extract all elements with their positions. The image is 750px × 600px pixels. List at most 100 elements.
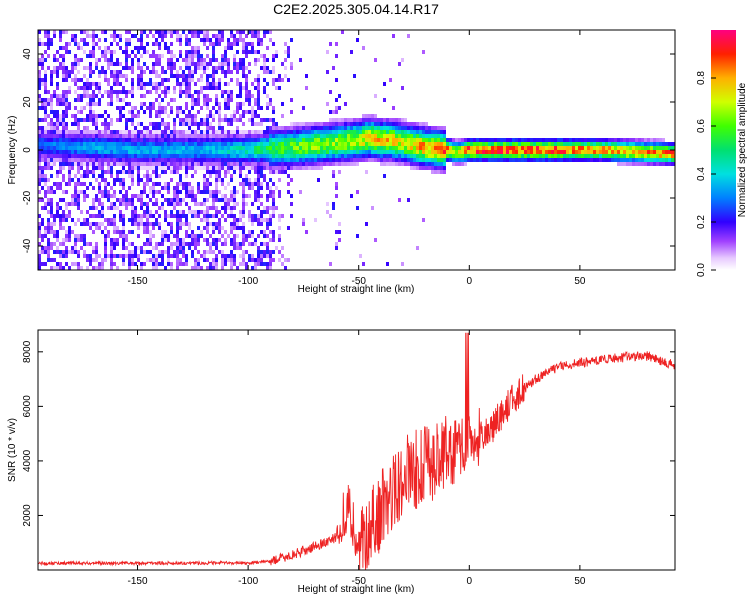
heatmap-cell [215, 134, 218, 138]
heatmap-cell [347, 154, 350, 158]
heatmap-cell [161, 30, 164, 34]
heatmap-cell [137, 142, 140, 146]
heatmap-cell [323, 134, 326, 138]
heatmap-cell [209, 150, 212, 154]
heatmap-cell [275, 170, 278, 174]
heatmap-cell [437, 138, 440, 142]
heatmap-cell [380, 138, 383, 142]
heatmap-cell [197, 154, 200, 158]
heatmap-cell [278, 250, 281, 254]
heatmap-cell [47, 46, 50, 50]
heatmap-cell [266, 206, 269, 210]
heatmap-cell [215, 190, 218, 194]
heatmap-cell [263, 210, 266, 214]
heatmap-cell [38, 158, 41, 162]
heatmap-cell [224, 74, 227, 78]
heatmap-cell [263, 70, 266, 74]
colorbar-tick-label: 0.2 [696, 215, 707, 229]
heatmap-cell [122, 154, 125, 158]
heatmap-cell [335, 98, 338, 102]
heatmap-cell [134, 142, 137, 146]
heatmap-cell [107, 130, 110, 134]
heatmap-cell [98, 138, 101, 142]
heatmap-cell [350, 50, 353, 54]
heatmap-cell [392, 122, 395, 126]
heatmap-cell [368, 122, 371, 126]
heatmap-cell [554, 150, 557, 154]
heatmap-cell [350, 130, 353, 134]
heatmap-cell [260, 66, 263, 70]
heatmap-cell [506, 142, 509, 146]
heatmap-cell [272, 106, 275, 110]
heatmap-cell [119, 138, 122, 142]
heatmap-cell [212, 34, 215, 38]
heatmap-cell [44, 174, 47, 178]
heatmap-cell [272, 238, 275, 242]
heatmap-cell [242, 202, 245, 206]
heatmap-cell [188, 66, 191, 70]
heatmap-cell [149, 82, 152, 86]
heatmap-cell [98, 98, 101, 102]
heatmap-cell [407, 138, 410, 142]
heatmap-cell [107, 82, 110, 86]
heatmap-cell [221, 214, 224, 218]
heatmap-cell [245, 202, 248, 206]
heatmap-cell [62, 190, 65, 194]
heatmap-cell [389, 118, 392, 122]
heatmap-cell [98, 70, 101, 74]
heatmap-cell [44, 78, 47, 82]
heatmap-cell [167, 146, 170, 150]
heatmap-cell [113, 34, 116, 38]
heatmap-cell [152, 254, 155, 258]
heatmap-cell [218, 114, 221, 118]
heatmap-cell [335, 118, 338, 122]
heatmap-cell [242, 182, 245, 186]
heatmap-cell [413, 126, 416, 130]
heatmap-cell [44, 162, 47, 166]
heatmap-cell [461, 150, 464, 154]
heatmap-cell [74, 58, 77, 62]
heatmap-cell [68, 226, 71, 230]
heatmap-cell [281, 130, 284, 134]
heatmap-cell [404, 142, 407, 146]
heatmap-cell [53, 154, 56, 158]
heatmap-cell [533, 154, 536, 158]
heatmap-cell [152, 50, 155, 54]
heatmap-cell [86, 114, 89, 118]
heatmap-cell [110, 166, 113, 170]
heatmap-cell [647, 158, 650, 162]
heatmap-cell [275, 146, 278, 150]
heatmap-cell [530, 150, 533, 154]
heatmap-cell [176, 166, 179, 170]
heatmap-cell [200, 138, 203, 142]
heatmap-cell [68, 214, 71, 218]
heatmap-cell [455, 138, 458, 142]
heatmap-cell [110, 98, 113, 102]
heatmap-cell [191, 154, 194, 158]
heatmap-cell [95, 82, 98, 86]
heatmap-cell [149, 78, 152, 82]
heatmap-cell [92, 214, 95, 218]
heatmap-cell [197, 58, 200, 62]
heatmap-cell [281, 162, 284, 166]
heatmap-cell [542, 142, 545, 146]
heatmap-cell [290, 202, 293, 206]
heatmap-cell [122, 246, 125, 250]
heatmap-cell [173, 254, 176, 258]
heatmap-cell [173, 142, 176, 146]
heatmap-cell [164, 238, 167, 242]
heatmap-cell [47, 114, 50, 118]
heatmap-cell [554, 138, 557, 142]
heatmap-cell [305, 86, 308, 90]
heatmap-cell [107, 162, 110, 166]
heatmap-cell [233, 190, 236, 194]
heatmap-cell [398, 146, 401, 150]
heatmap-cell [269, 126, 272, 130]
heatmap-cell [200, 142, 203, 146]
heatmap-cell [482, 150, 485, 154]
heatmap-cell [146, 238, 149, 242]
heatmap-cell [311, 162, 314, 166]
heatmap-cell [152, 126, 155, 130]
heatmap-cell [74, 186, 77, 190]
colorbar-tick-label: 0.6 [696, 119, 707, 133]
